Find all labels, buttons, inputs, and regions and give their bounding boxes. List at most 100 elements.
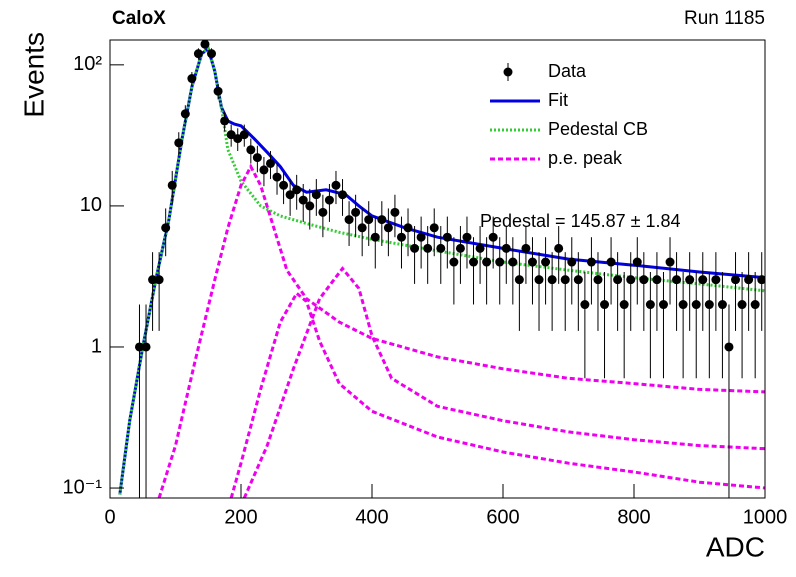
data-point — [600, 300, 610, 310]
data-point — [508, 257, 518, 267]
data-point — [410, 243, 420, 253]
data-point — [292, 185, 302, 195]
data-point — [285, 190, 295, 200]
data-point — [383, 223, 393, 233]
data-point — [678, 300, 688, 310]
data-point — [573, 275, 583, 285]
data-point — [174, 138, 184, 148]
y-tick-label: 1 — [91, 335, 102, 357]
data-point — [364, 215, 374, 225]
data-point — [318, 207, 328, 217]
fit-annotation: Pedestal = 145.87 ± 1.84 — [480, 211, 681, 231]
data-point — [744, 275, 754, 285]
x-tick-label: 1000 — [743, 506, 788, 528]
data-point — [357, 223, 367, 233]
data-point — [180, 109, 190, 119]
data-point — [547, 275, 557, 285]
data-point — [501, 243, 511, 253]
data-point — [246, 145, 256, 155]
data-point — [187, 74, 197, 84]
data-point — [239, 130, 249, 140]
x-tick-label: 600 — [486, 506, 519, 528]
data-point — [233, 134, 243, 144]
data-point — [324, 195, 334, 205]
data-point — [469, 257, 479, 267]
data-point — [593, 275, 603, 285]
data-point — [161, 223, 171, 233]
data-point — [750, 300, 760, 310]
y-tick-label: 10² — [73, 53, 102, 75]
data-point — [436, 243, 446, 253]
data-point — [134, 342, 144, 352]
data-point — [626, 275, 636, 285]
legend-label: p.e. peak — [548, 148, 623, 168]
data-point — [396, 232, 406, 242]
data-point — [652, 275, 662, 285]
data-point — [193, 49, 203, 59]
data-point — [167, 180, 177, 190]
plot-area — [118, 40, 765, 498]
legend-label: Fit — [548, 90, 568, 110]
data-point — [377, 215, 387, 225]
data-point — [613, 275, 623, 285]
data-point — [619, 300, 629, 310]
data-point — [495, 257, 505, 267]
data-point — [691, 300, 701, 310]
fit-curve — [229, 290, 765, 498]
data-point — [639, 275, 649, 285]
data-point — [423, 243, 433, 253]
data-point — [580, 300, 590, 310]
data-point — [698, 275, 708, 285]
legend-swatch — [503, 67, 513, 77]
data-point — [403, 223, 413, 233]
legend-label: Pedestal CB — [548, 119, 648, 139]
data-point — [259, 165, 269, 175]
y-axis-label: Events — [18, 32, 49, 118]
data-point — [213, 86, 223, 96]
data-point — [220, 116, 230, 126]
data-point — [685, 275, 695, 285]
data-point — [148, 275, 158, 285]
data-point — [207, 49, 217, 59]
y-tick-label: 10⁻¹ — [63, 476, 103, 498]
data-point — [370, 232, 380, 242]
data-point — [724, 342, 734, 352]
data-point — [338, 190, 348, 200]
data-point — [541, 257, 551, 267]
data-point — [527, 257, 537, 267]
data-point — [416, 232, 426, 242]
data-point — [567, 257, 577, 267]
chart-title: CaloX — [112, 8, 166, 29]
data-point — [429, 223, 439, 233]
data-point — [514, 275, 524, 285]
data-point — [488, 232, 498, 242]
data-point — [521, 243, 531, 253]
legend: Data Fit Pedestal CB p.e. peak — [490, 61, 648, 168]
data-point — [560, 275, 570, 285]
x-tick-label: 0 — [104, 506, 115, 528]
data-point — [475, 243, 485, 253]
data-point — [665, 257, 675, 267]
data-point — [279, 180, 289, 190]
run-label: Run 1185 — [684, 8, 765, 29]
data-point — [141, 342, 151, 352]
data-point — [586, 257, 596, 267]
data-point — [344, 215, 354, 225]
data-point — [449, 257, 459, 267]
data-point — [298, 195, 308, 205]
data-point — [331, 180, 341, 190]
data-point — [711, 275, 721, 285]
data-point — [252, 153, 262, 163]
data-point — [632, 257, 642, 267]
x-tick-label: 200 — [224, 506, 257, 528]
data-point — [455, 243, 465, 253]
data-point — [606, 257, 616, 267]
data-point — [534, 275, 544, 285]
data-point — [311, 190, 321, 200]
data-point — [226, 130, 236, 140]
data-point — [757, 275, 765, 285]
data-point — [717, 300, 727, 310]
y-tick-label: 10 — [80, 194, 102, 216]
data-point — [554, 243, 564, 253]
